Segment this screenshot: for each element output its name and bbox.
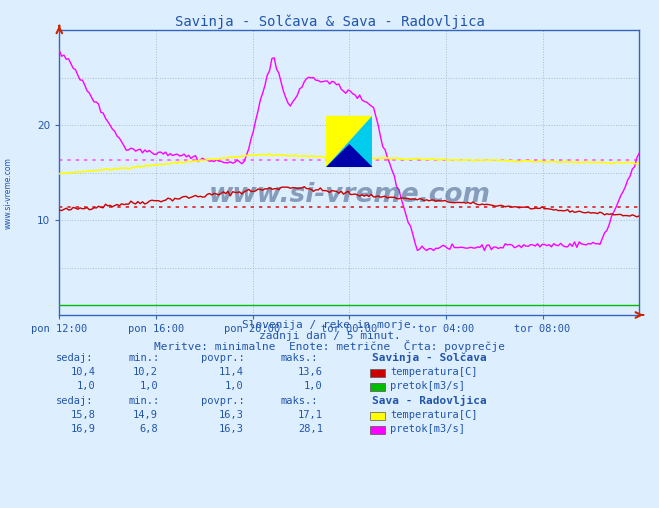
Text: zadnji dan / 5 minut.: zadnji dan / 5 minut. <box>258 331 401 341</box>
Text: 10,4: 10,4 <box>71 367 96 377</box>
Text: povpr.:: povpr.: <box>201 396 244 406</box>
Text: min.:: min.: <box>129 353 159 363</box>
Text: sedaj:: sedaj: <box>56 396 94 406</box>
Text: maks.:: maks.: <box>280 353 318 363</box>
Text: maks.:: maks.: <box>280 396 318 406</box>
Text: 28,1: 28,1 <box>298 424 323 434</box>
Text: temperatura[C]: temperatura[C] <box>390 410 478 420</box>
Text: Meritve: minimalne  Enote: metrične  Črta: povprečje: Meritve: minimalne Enote: metrične Črta:… <box>154 340 505 352</box>
Text: pretok[m3/s]: pretok[m3/s] <box>390 381 465 391</box>
Text: www.si-vreme.com: www.si-vreme.com <box>4 157 13 229</box>
Text: Savinja - Solčava: Savinja - Solčava <box>372 352 487 363</box>
Text: 1,0: 1,0 <box>304 381 323 391</box>
Text: Sava - Radovljica: Sava - Radovljica <box>372 395 487 406</box>
Text: 15,8: 15,8 <box>71 410 96 420</box>
Text: pretok[m3/s]: pretok[m3/s] <box>390 424 465 434</box>
Text: 16,3: 16,3 <box>219 424 244 434</box>
Text: 10,2: 10,2 <box>133 367 158 377</box>
Text: 13,6: 13,6 <box>298 367 323 377</box>
Text: 17,1: 17,1 <box>298 410 323 420</box>
Text: 14,9: 14,9 <box>133 410 158 420</box>
Text: temperatura[C]: temperatura[C] <box>390 367 478 377</box>
Polygon shape <box>326 116 372 167</box>
Text: Savinja - Solčava & Sava - Radovljica: Savinja - Solčava & Sava - Radovljica <box>175 14 484 29</box>
Text: 1,0: 1,0 <box>77 381 96 391</box>
Text: Slovenija / reke in morje.: Slovenija / reke in morje. <box>242 320 417 330</box>
Text: sedaj:: sedaj: <box>56 353 94 363</box>
Text: 16,9: 16,9 <box>71 424 96 434</box>
Text: min.:: min.: <box>129 396 159 406</box>
Text: 16,3: 16,3 <box>219 410 244 420</box>
Polygon shape <box>326 144 372 167</box>
Text: povpr.:: povpr.: <box>201 353 244 363</box>
Text: 1,0: 1,0 <box>140 381 158 391</box>
Polygon shape <box>326 116 372 167</box>
Text: 11,4: 11,4 <box>219 367 244 377</box>
Text: www.si-vreme.com: www.si-vreme.com <box>208 182 490 208</box>
Text: 1,0: 1,0 <box>225 381 244 391</box>
Text: 6,8: 6,8 <box>140 424 158 434</box>
